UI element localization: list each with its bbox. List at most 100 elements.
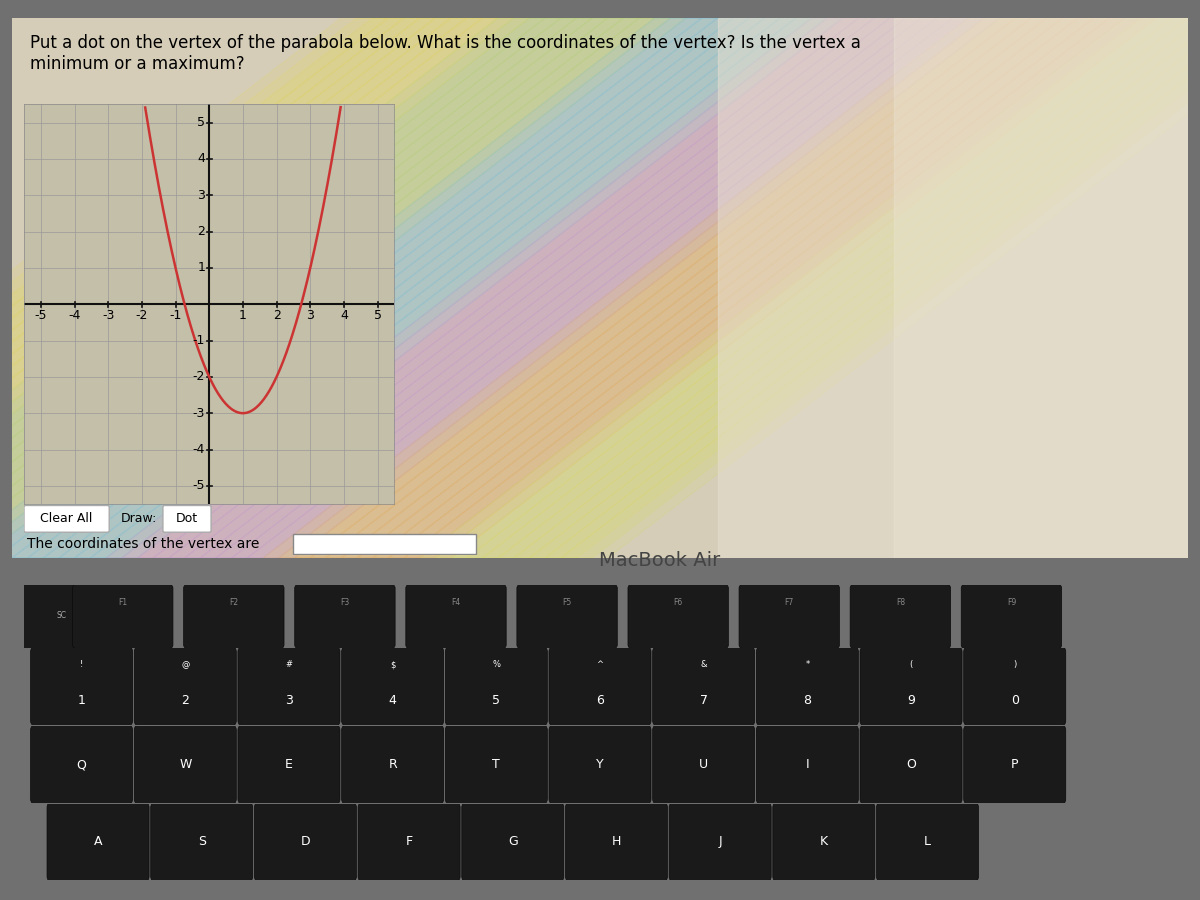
Polygon shape (404, 18, 1157, 558)
Text: #: # (286, 661, 293, 670)
FancyBboxPatch shape (850, 584, 950, 649)
FancyBboxPatch shape (342, 724, 444, 805)
Text: F2: F2 (229, 598, 239, 608)
Polygon shape (389, 18, 1141, 558)
Polygon shape (216, 18, 968, 558)
Text: 2: 2 (272, 309, 281, 321)
FancyBboxPatch shape (134, 646, 236, 726)
Text: -2: -2 (136, 309, 148, 321)
Text: SC: SC (56, 611, 66, 620)
Text: 1: 1 (239, 309, 247, 321)
Text: -1: -1 (169, 309, 181, 321)
Polygon shape (0, 18, 702, 558)
Text: -5: -5 (193, 480, 205, 492)
Polygon shape (12, 18, 764, 558)
Polygon shape (0, 18, 436, 558)
Text: A: A (94, 835, 102, 849)
Text: K: K (820, 835, 828, 849)
FancyBboxPatch shape (628, 584, 728, 649)
FancyBboxPatch shape (653, 646, 755, 726)
Polygon shape (0, 18, 545, 558)
Text: &: & (701, 661, 707, 670)
Polygon shape (185, 18, 937, 558)
Polygon shape (43, 18, 796, 558)
Text: 1: 1 (197, 261, 205, 274)
FancyBboxPatch shape (462, 802, 564, 882)
Text: 3: 3 (197, 189, 205, 202)
FancyBboxPatch shape (151, 802, 253, 882)
Polygon shape (341, 18, 1094, 558)
Polygon shape (59, 18, 811, 558)
Polygon shape (0, 18, 686, 558)
FancyBboxPatch shape (445, 724, 547, 805)
FancyBboxPatch shape (358, 802, 460, 882)
Text: %: % (492, 661, 500, 670)
FancyBboxPatch shape (756, 724, 858, 805)
FancyBboxPatch shape (445, 646, 547, 726)
Text: Q: Q (77, 758, 86, 771)
Polygon shape (0, 18, 576, 558)
Text: G: G (508, 835, 517, 849)
Polygon shape (28, 18, 780, 558)
FancyBboxPatch shape (342, 646, 444, 726)
Text: R: R (389, 758, 397, 771)
Polygon shape (294, 18, 1046, 558)
Polygon shape (545, 18, 1200, 558)
Text: F8: F8 (895, 598, 905, 608)
Text: MacBook Air: MacBook Air (599, 551, 721, 570)
Polygon shape (482, 18, 1200, 558)
Text: -3: -3 (102, 309, 114, 321)
Text: 4: 4 (197, 152, 205, 166)
Text: 0: 0 (1010, 694, 1019, 706)
Text: -4: -4 (68, 309, 80, 321)
FancyBboxPatch shape (548, 724, 652, 805)
FancyBboxPatch shape (238, 724, 340, 805)
Polygon shape (356, 18, 1110, 558)
Polygon shape (138, 18, 890, 558)
Polygon shape (200, 18, 953, 558)
Polygon shape (278, 18, 1031, 558)
Text: Dot: Dot (176, 512, 198, 526)
Text: (: ( (910, 661, 913, 670)
Text: 7: 7 (700, 694, 708, 706)
Polygon shape (0, 18, 529, 558)
FancyBboxPatch shape (670, 802, 772, 882)
Text: H: H (612, 835, 622, 849)
Text: J: J (719, 835, 722, 849)
Polygon shape (0, 18, 608, 558)
Polygon shape (467, 18, 1200, 558)
Polygon shape (310, 18, 1062, 558)
Text: $: $ (390, 661, 395, 670)
FancyBboxPatch shape (517, 584, 617, 649)
Text: E: E (286, 758, 293, 771)
FancyBboxPatch shape (293, 534, 476, 554)
Polygon shape (263, 18, 1015, 558)
Polygon shape (560, 18, 1200, 558)
Polygon shape (0, 18, 655, 558)
Polygon shape (451, 18, 1200, 558)
Polygon shape (0, 18, 467, 558)
Text: 1: 1 (78, 694, 85, 706)
Text: T: T (492, 758, 500, 771)
Polygon shape (0, 18, 498, 558)
Polygon shape (0, 18, 514, 558)
Polygon shape (169, 18, 922, 558)
Text: L: L (924, 835, 931, 849)
FancyBboxPatch shape (876, 802, 978, 882)
Polygon shape (529, 18, 1200, 558)
FancyBboxPatch shape (184, 584, 284, 649)
Text: -2: -2 (193, 371, 205, 383)
Text: 5: 5 (492, 694, 500, 706)
FancyBboxPatch shape (565, 802, 667, 882)
Text: 4: 4 (340, 309, 348, 321)
Polygon shape (232, 18, 984, 558)
Text: F7: F7 (785, 598, 794, 608)
Text: Put a dot on the vertex of the parabola below. What is the coordinates of the ve: Put a dot on the vertex of the parabola … (30, 34, 860, 73)
Text: !: ! (80, 661, 83, 670)
Bar (894, 18, 1188, 558)
Text: F5: F5 (563, 598, 571, 608)
Text: @: @ (181, 661, 190, 670)
FancyBboxPatch shape (961, 584, 1062, 649)
Polygon shape (0, 18, 451, 558)
FancyBboxPatch shape (964, 724, 1066, 805)
